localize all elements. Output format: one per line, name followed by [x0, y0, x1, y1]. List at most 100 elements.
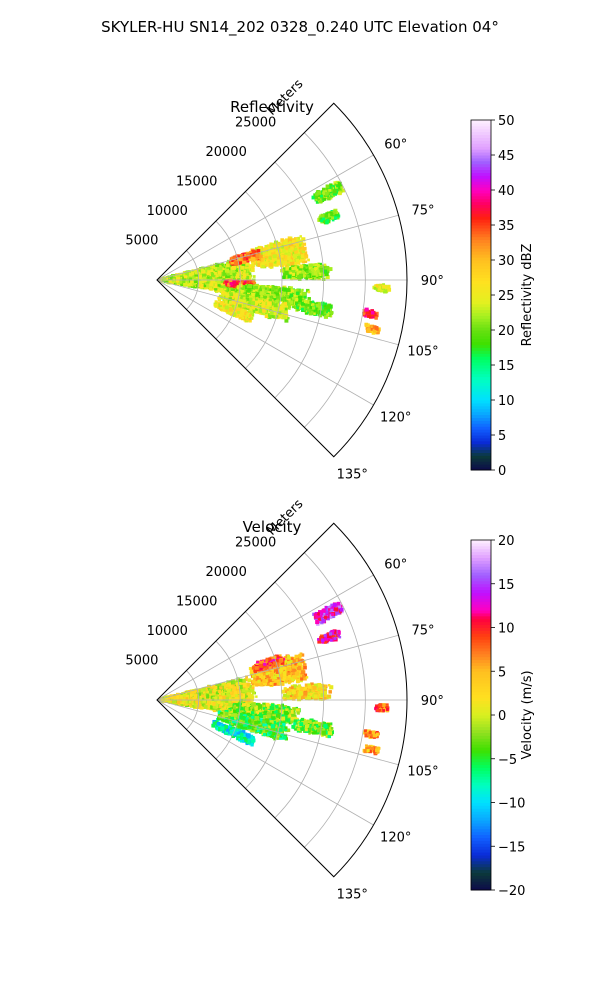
echo-pixel: [217, 270, 222, 275]
echo-pixel: [259, 254, 263, 259]
polar-panel-reflectivity: Reflectivity500010000150002000025000Mete…: [125, 77, 535, 483]
echo-pixel: [280, 238, 285, 242]
echo-pixel: [268, 262, 273, 267]
echo-pixel: [307, 258, 310, 262]
echo-pixel: [249, 274, 253, 278]
panel-title: Reflectivity: [230, 98, 314, 116]
echo-pixel: [280, 254, 284, 258]
echo-pixel: [232, 269, 236, 273]
echo-pixel: [188, 272, 193, 277]
echo-pixel: [209, 282, 214, 287]
echo-pixel: [273, 294, 277, 298]
echo-pixel: [270, 295, 273, 299]
echo-pixel: [302, 242, 307, 246]
echo-pixel: [281, 287, 286, 291]
echo-pixel: [259, 288, 262, 292]
echo-pixel: [287, 263, 291, 267]
echo-pixel: [262, 261, 266, 265]
echo-pixel: [265, 259, 269, 262]
echo-pixel: [252, 275, 256, 278]
echo-pixel: [218, 266, 223, 271]
echo-pixel: [271, 286, 275, 291]
echo-pixel: [300, 295, 303, 299]
echo-pixel: [254, 285, 258, 290]
echo-pixel: [286, 288, 291, 292]
echo-pixel: [175, 278, 180, 283]
echo-pixel: [214, 271, 217, 275]
echo-pixel: [240, 265, 245, 270]
echo-pixel: [302, 292, 306, 296]
echo-pixel: [268, 250, 271, 254]
echo-pixel: [268, 256, 272, 260]
echo-pixel: [283, 241, 286, 245]
echo-pixel: [209, 276, 213, 280]
echo-pixel: [284, 260, 288, 264]
echo-pixel: [225, 268, 230, 273]
echo-pixel: [239, 283, 243, 288]
echo-pixel: [241, 289, 244, 293]
echo-pixel: [302, 258, 306, 262]
echo-pixel: [290, 246, 294, 250]
echo-pixel: [307, 290, 311, 294]
echo-pixel: [247, 288, 251, 292]
echo-pixel: [264, 289, 268, 293]
echo-pixel: [226, 263, 230, 268]
echo-pixel: [304, 254, 309, 259]
echo-pixel: [207, 270, 211, 274]
echo-pixel: [248, 284, 253, 289]
echo-pixel: [261, 264, 265, 269]
echo-pixel: [251, 292, 255, 296]
echo-pixel: [272, 259, 275, 262]
echo-pixel: [190, 280, 194, 284]
echo-pixel: [203, 284, 207, 288]
echo-pixel: [251, 257, 256, 262]
figure-title: SKYLER-HU SN14_202 0328_0.240 UTC Elevat…: [101, 18, 499, 37]
echo-pixel: [275, 289, 278, 292]
echo-pixel: [189, 283, 192, 286]
echo-pixel: [282, 291, 286, 295]
echo-pixel: [289, 259, 292, 262]
echo-pixel: [295, 258, 299, 263]
echo-pixel: [292, 254, 298, 259]
echo-pixel: [231, 265, 236, 270]
echo-pixel: [272, 254, 277, 259]
echo-pixel: [232, 273, 236, 277]
echo-pixel: [290, 261, 295, 266]
echo-pixel: [183, 275, 187, 279]
echo-pixel: [248, 272, 252, 276]
echo-pixel: [227, 273, 230, 276]
echo-pixel: [216, 280, 221, 285]
echo-pixel: [276, 261, 281, 266]
echo-pixel: [290, 289, 294, 293]
echo-pixel: [210, 269, 214, 273]
echo-pixel: [232, 280, 236, 284]
echo-pixel: [243, 269, 246, 273]
echo-pixel: [299, 235, 302, 238]
echo-pixel: [277, 256, 280, 260]
echo-pixel: [282, 248, 286, 253]
echo-pixel: [275, 292, 279, 296]
echo-pixel: [234, 260, 239, 266]
echo-pixel: [295, 250, 298, 254]
echo-pixel: [301, 288, 304, 292]
echo-pixel: [278, 242, 281, 246]
echo-pixel: [198, 280, 203, 285]
echo-pixel: [252, 280, 255, 283]
echo-pixel: [268, 285, 272, 289]
echo-pixel: [243, 272, 246, 275]
echo-pixel: [208, 287, 213, 291]
echo-pixel: [300, 255, 304, 259]
echo-pixel: [269, 266, 273, 269]
echo-pixel: [251, 266, 255, 269]
echo-pixel: [288, 241, 292, 244]
echo-pixel: [296, 291, 300, 295]
echo-pixel: [275, 286, 278, 289]
echo-pixel: [239, 253, 243, 257]
echo-pixel: [302, 246, 307, 251]
echo-pixel: [271, 290, 275, 295]
echo-pixel: [248, 268, 253, 272]
echo-pixel: [269, 243, 274, 247]
echo-pixel: [243, 257, 247, 261]
echo-pixel: [289, 293, 294, 297]
